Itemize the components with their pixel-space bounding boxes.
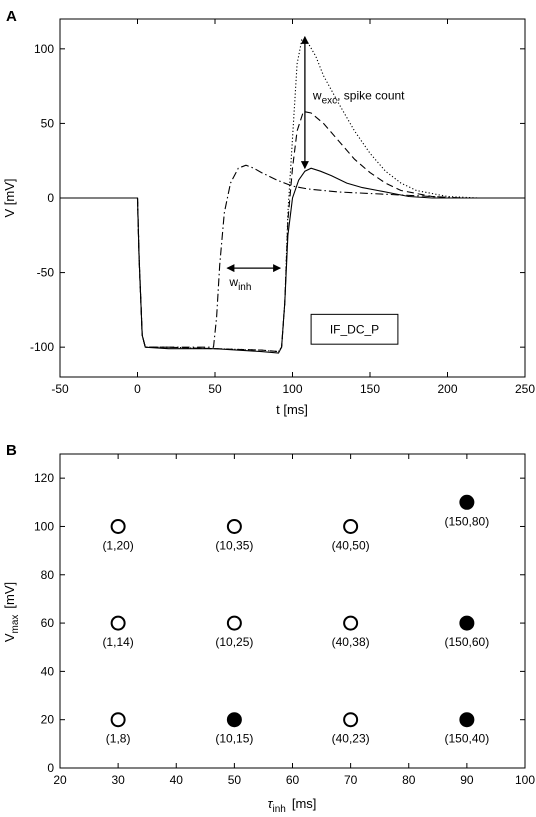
x-tick-label: 100 (282, 382, 302, 396)
y-tick-label: -100 (30, 340, 54, 354)
panel-b-y-ticks: 0 20 40 60 80 100 120 (34, 471, 525, 775)
x-tick-label: 100 (515, 773, 535, 787)
w-inh-label-main: w (228, 275, 238, 289)
w-exc-label-main: w (312, 89, 322, 103)
panel-a-label: A (6, 8, 17, 25)
panel-a-x-ticks: -50 0 50 100 150 200 250 (51, 19, 535, 396)
y-tick-label: 40 (41, 664, 55, 678)
x-tick-label: 30 (111, 773, 125, 787)
point-label: (150,80) (445, 514, 490, 528)
x-tick-label: 50 (228, 773, 242, 787)
point-label: (150,40) (445, 732, 490, 746)
point-label: (1,14) (102, 635, 133, 649)
panel-b-label: B (6, 442, 17, 459)
x-tick-label: 20 (53, 773, 67, 787)
point-label: (150,60) (445, 635, 490, 649)
panel-b-x-axis-label-sub: inh (272, 804, 285, 815)
point-label: (40,50) (332, 538, 370, 552)
x-tick-label: 40 (170, 773, 184, 787)
y-tick-label: 50 (41, 116, 55, 130)
panel-b-y-axis-label-sub: max (10, 615, 21, 634)
voltage-trace-dashed (60, 110, 525, 353)
point-label: (10,25) (215, 635, 253, 649)
panel-b-points: (1,20) (10,35) (40,50) (150,80) (1,14) (10,25… (102, 494, 490, 746)
open-point (343, 518, 359, 534)
y-tick-label: 80 (41, 568, 55, 582)
x-tick-label: 250 (515, 382, 535, 396)
w-exc-label-rest: , spike count (337, 89, 405, 103)
y-tick-label: -50 (37, 266, 55, 280)
panel-a-series (60, 39, 525, 354)
panel-b-x-ticks: 20 30 40 50 60 70 80 90 100 (53, 454, 535, 787)
filled-point (459, 494, 475, 510)
x-tick-label: 150 (360, 382, 380, 396)
x-tick-label: 60 (286, 773, 300, 787)
open-point (343, 615, 359, 631)
open-point (110, 712, 126, 728)
point-label: (40,38) (332, 635, 370, 649)
panel-b-y-axis-label-rest: [mV] (2, 582, 17, 609)
x-tick-label: 80 (402, 773, 416, 787)
panel-a-x-axis-label: t [ms] (276, 402, 308, 417)
y-tick-label: 60 (41, 616, 55, 630)
panel-b-frame (59, 453, 526, 769)
x-tick-label: -50 (51, 382, 69, 396)
voltage-trace-dotted (60, 39, 525, 353)
voltage-trace-solid (60, 167, 525, 354)
y-tick-label: 100 (34, 519, 54, 533)
open-point (110, 518, 126, 534)
open-point (226, 518, 242, 534)
y-tick-label: 120 (34, 471, 54, 485)
filled-point (459, 615, 475, 631)
filled-point (459, 712, 475, 728)
legend-box-label: IF_DC_P (330, 322, 379, 336)
point-label: (40,23) (332, 732, 370, 746)
y-tick-label: 0 (47, 191, 54, 205)
x-tick-label: 200 (437, 382, 457, 396)
x-tick-label: 70 (344, 773, 358, 787)
panel-a-y-axis-label: V [mV] (2, 178, 17, 217)
y-tick-label: 20 (41, 713, 55, 727)
w-inh-label-sub: inh (238, 282, 251, 293)
open-point (110, 615, 126, 631)
legend-box (310, 313, 399, 345)
y-tick-label: 100 (34, 42, 54, 56)
w-exc-label: wexc, spike count (312, 89, 405, 107)
y-tick-label: 0 (47, 761, 54, 775)
panel-b-x-axis-label-main: τ (268, 796, 274, 811)
open-point (343, 712, 359, 728)
x-tick-label: 0 (134, 382, 141, 396)
x-tick-label: 90 (460, 773, 474, 787)
panel-b-y-axis-label-main: V (2, 633, 17, 642)
open-point (226, 615, 242, 631)
w-inh-label: winh (228, 275, 251, 293)
point-label: (1,8) (106, 732, 131, 746)
filled-point (226, 712, 242, 728)
point-label: (10,35) (215, 538, 253, 552)
point-label: (1,20) (102, 538, 133, 552)
voltage-trace-dashdot (60, 164, 525, 348)
panel-b-x-axis-label: τinh [ms] (268, 796, 317, 815)
x-tick-label: 50 (208, 382, 222, 396)
point-label: (10,15) (215, 732, 253, 746)
panel-b-y-axis-label: Vmax [mV] (2, 582, 21, 642)
panel-b-x-axis-label-rest: [ms] (292, 796, 317, 811)
w-exc-label-sub: exc (322, 96, 338, 107)
